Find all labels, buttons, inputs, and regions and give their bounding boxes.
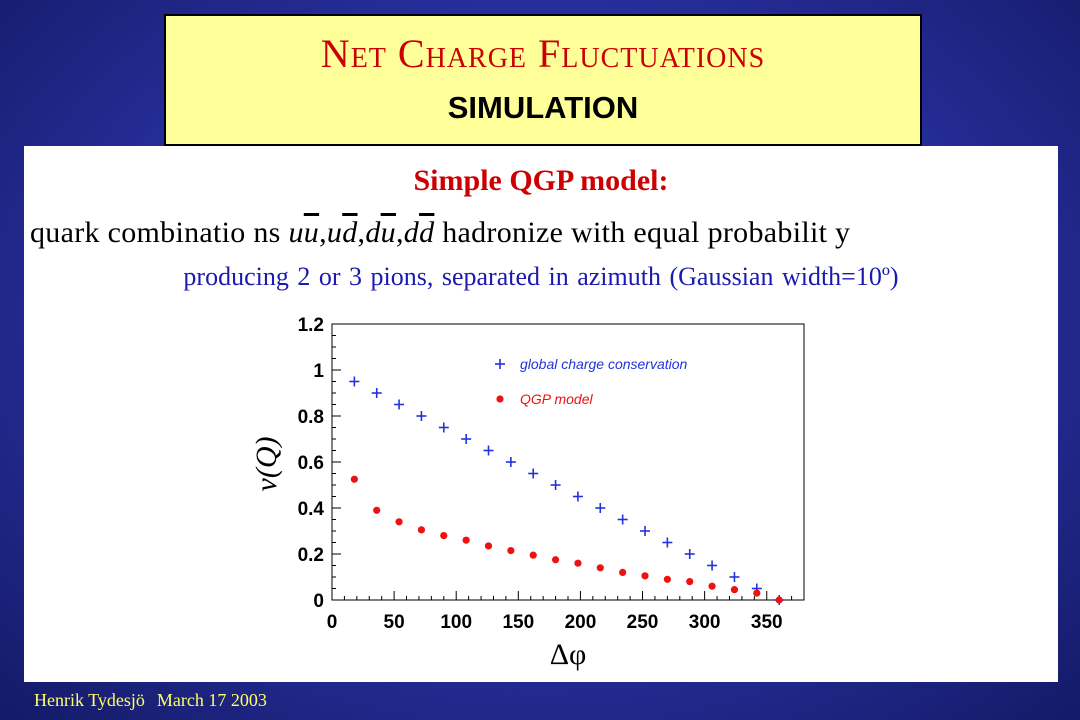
data-point: [507, 546, 515, 555]
data-point: [663, 575, 671, 583]
data-point: [686, 578, 694, 586]
data-point: [775, 596, 783, 604]
data-point: [729, 572, 740, 582]
y-tick-label: 0.4: [298, 499, 325, 520]
x-tick-label: 250: [627, 612, 659, 633]
title-letter-c: C: [397, 31, 426, 76]
title-word-net: et: [350, 31, 387, 76]
plot-frame: [331, 323, 805, 601]
y-tick-label: 0.2: [298, 545, 324, 566]
title-letter-f: F: [538, 31, 562, 76]
data-point: [641, 572, 649, 580]
quark-combo-2: ud: [326, 216, 358, 249]
data-point: [462, 536, 470, 544]
y-tick-label: 1.2: [298, 315, 324, 336]
title-word-charge: harge: [425, 31, 528, 76]
legend: global charge conservation QGP model: [495, 356, 688, 407]
data-point: [416, 411, 427, 421]
quark-prefix: quark combinatio ns: [30, 216, 281, 249]
y-tick-label: 0.6: [298, 453, 324, 474]
data-point: [708, 582, 716, 590]
data-point: [528, 468, 539, 479]
x-tick-label: 100: [440, 612, 472, 633]
quark-combo-1: uu: [288, 216, 320, 249]
title-letter-n: N: [320, 31, 351, 76]
x-tick-label: 50: [384, 612, 405, 633]
title-box: Net Charge Fluctuations SIMULATION: [164, 14, 922, 146]
y-tick-label: 0: [313, 591, 324, 612]
data-point: [350, 475, 358, 483]
quark-combo-3: du: [365, 216, 396, 249]
data-point: [572, 491, 583, 502]
slide-subtitle: SIMULATION: [447, 90, 639, 125]
x-tick-label: 0: [327, 612, 338, 633]
chart: 0 50 100 150 200 250 300 350 0 0.2 0.4 0.6 0.8 1 1.2 g…: [250, 315, 805, 671]
data-point: [551, 556, 560, 564]
data-point: [684, 549, 695, 559]
data-series: [349, 376, 785, 605]
data-point: [529, 551, 537, 559]
quark-combination-line: quark combinatio ns uu,ud,du,dd hadroniz…: [30, 216, 851, 249]
y-tick-label: 0.8: [298, 407, 324, 428]
data-point: [438, 422, 449, 433]
data-point: [505, 457, 516, 467]
data-point: [371, 388, 382, 398]
y-axis-label: ν(Q): [250, 437, 283, 492]
data-point: [574, 559, 582, 567]
data-point: [595, 503, 606, 513]
x-tick-label: 150: [502, 612, 534, 633]
quark-combo-4: dd: [403, 216, 435, 249]
quark-suffix: hadronize with equal probabilit y: [442, 216, 851, 249]
data-point: [640, 526, 651, 536]
footer: Henrik Tydesjö March 17 2003: [34, 690, 267, 711]
data-point: [417, 526, 426, 534]
x-axis-label: Δφ: [550, 638, 587, 671]
series-1: [350, 475, 783, 604]
data-point: [395, 518, 403, 526]
data-point: [484, 542, 493, 550]
data-point: [483, 445, 494, 456]
axes: 0 50 100 150 200 250 300 350 0 0.2 0.4 0.6 0.8 1 1.2: [298, 315, 805, 633]
data-point: [440, 532, 448, 540]
data-point: [461, 434, 472, 444]
data-point: [349, 376, 360, 387]
x-tick-label: 300: [689, 612, 721, 633]
footer-date: March 17 2003: [156, 690, 267, 710]
x-tick-label: 200: [565, 612, 597, 633]
data-point: [373, 506, 381, 514]
data-point: [550, 480, 561, 490]
slide-title: Net Charge Fluctuations: [166, 28, 920, 80]
legend-marker-0: [495, 359, 505, 369]
data-point: [619, 568, 627, 576]
legend-label-1: QGP model: [520, 391, 594, 407]
data-point: [730, 586, 739, 594]
data-point: [394, 399, 405, 410]
y-tick-label: 1: [313, 361, 324, 382]
data-point: [596, 564, 604, 572]
x-tick-label: 350: [751, 612, 783, 633]
data-point: [753, 589, 761, 597]
model-heading: Simple QGP model:: [413, 164, 669, 197]
footer-author: Henrik Tydesjö: [34, 690, 145, 710]
title-word-fluctuations: luctuations: [561, 31, 766, 76]
content-panel: Simple QGP model: quark combinatio ns uu…: [24, 146, 1058, 682]
data-point: [707, 560, 718, 571]
legend-label-0: global charge conservation: [520, 356, 688, 372]
legend-marker-1: [496, 395, 504, 403]
data-point: [662, 537, 673, 548]
pion-description: producing 2 or 3 pions, separated in azi…: [183, 262, 899, 291]
data-point: [617, 514, 628, 525]
